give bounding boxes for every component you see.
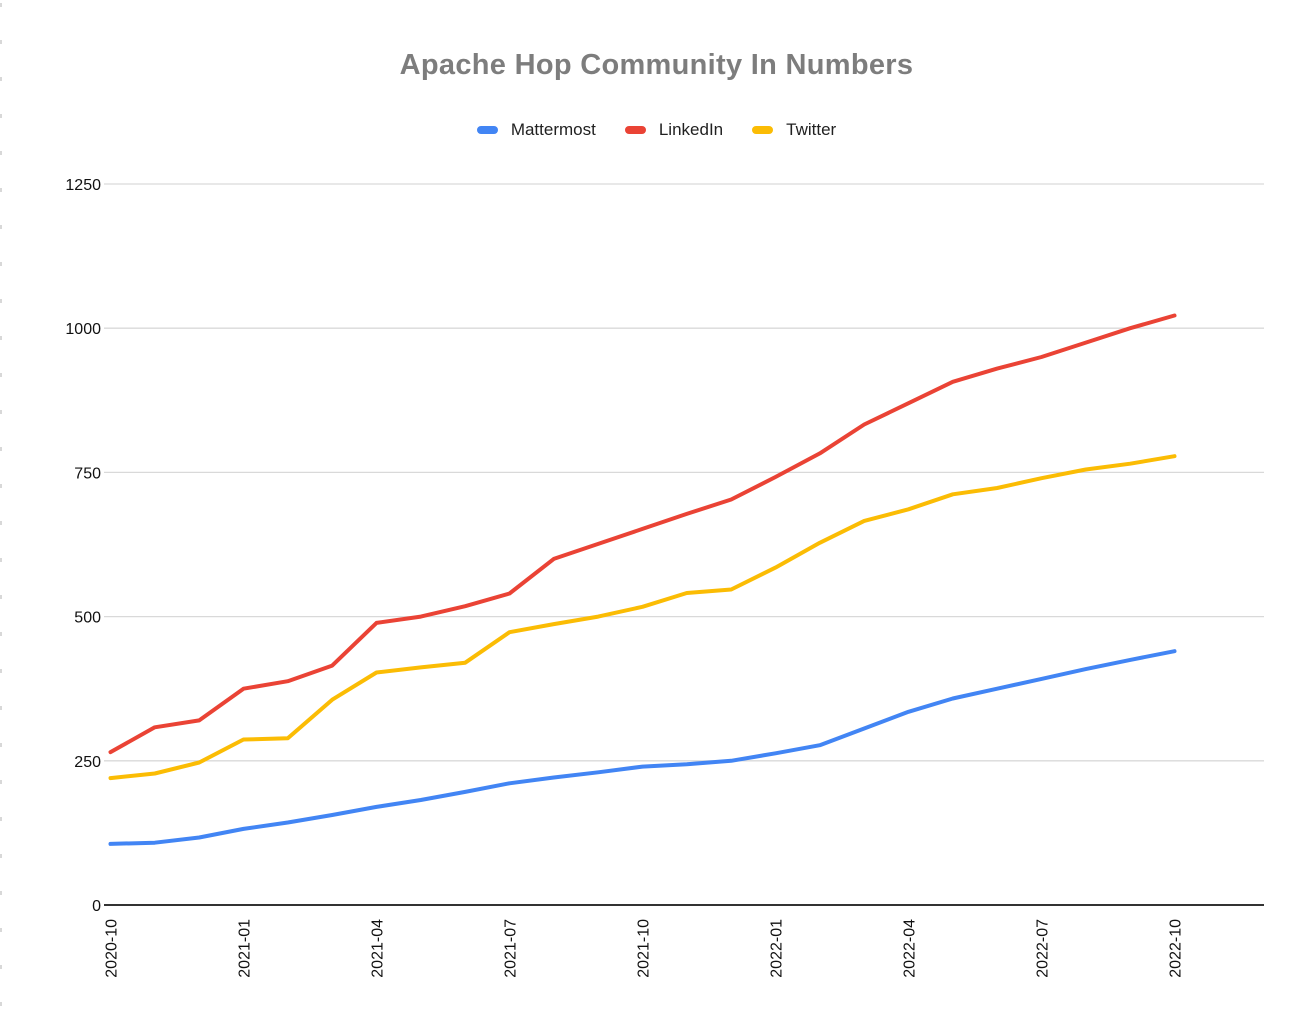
y-tick-label: 250 [74,754,101,771]
edge-tick [0,521,2,525]
edge-tick [0,299,2,303]
edge-tick [0,891,2,895]
x-tick-label: 2021-10 [636,919,653,978]
x-tick-label: 2020-10 [104,919,121,978]
legend-item-twitter: Twitter [752,120,836,140]
edge-tick [0,114,2,118]
x-tick-label: 2021-01 [237,919,254,978]
chart-legend: Mattermost LinkedIn Twitter [14,120,1299,140]
edge-tick [0,40,2,44]
y-tick-label: 0 [92,898,101,915]
edge-tick [0,780,2,784]
legend-label-mattermost: Mattermost [510,120,596,139]
edge-tick [0,225,2,229]
edge-tick [0,928,2,932]
y-tick-label: 750 [74,465,101,482]
y-tick-label: 500 [74,610,101,627]
chart-header: Apache Hop Community In Numbers Mattermo… [14,0,1299,140]
legend-item-mattermost: Mattermost [476,120,596,140]
edge-tick [0,595,2,599]
edge-tick [0,632,2,636]
edge-tick [0,743,2,747]
x-tick-label: 2022-07 [1035,919,1052,978]
x-tick-label: 2022-01 [769,919,786,978]
edge-tick [0,77,2,81]
series-line-mattermost [108,649,1177,846]
edge-tick [0,484,2,488]
edge-tick [0,373,2,377]
series-line-twitter [108,454,1177,781]
edge-tick [0,151,2,155]
edge-tick [0,410,2,414]
edge-tick [0,188,2,192]
edge-tick [0,1002,2,1006]
x-tick-label: 2022-10 [1168,919,1185,978]
edge-tick [0,558,2,562]
left-edge-tick-marks [0,0,4,1029]
legend-swatch-linkedin [624,126,646,134]
legend-label-linkedin: LinkedIn [658,120,724,139]
legend-item-linkedin: LinkedIn [624,120,724,140]
y-tick-label: 1250 [65,177,101,194]
edge-tick [0,854,2,858]
edge-tick [0,447,2,451]
edge-tick [0,669,2,673]
x-tick-label: 2021-07 [503,919,520,978]
y-tick-label: 1000 [65,321,101,338]
legend-swatch-mattermost [476,126,498,134]
edge-tick [0,817,2,821]
x-tick-label: 2022-04 [902,919,919,978]
chart-title: Apache Hop Community In Numbers [399,49,914,81]
x-tick-label: 2021-04 [370,919,387,978]
legend-swatch-twitter [752,126,774,134]
edge-tick [0,706,2,710]
edge-tick [0,336,2,340]
edge-tick [0,262,2,266]
edge-tick [0,3,2,7]
edge-tick [0,965,2,969]
series-line-linkedin [108,313,1177,755]
legend-label-twitter: Twitter [786,120,837,139]
